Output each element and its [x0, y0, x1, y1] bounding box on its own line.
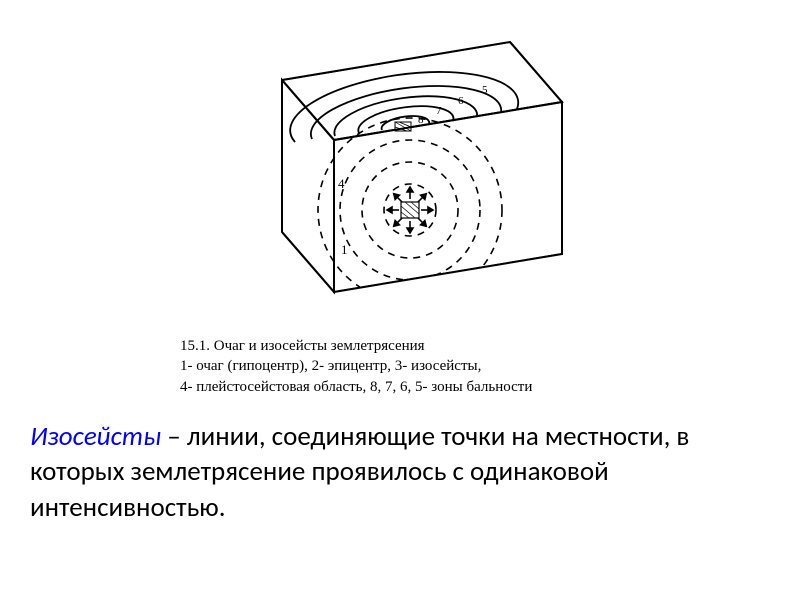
definition-term: Изосейсты [30, 420, 161, 453]
definition-text: Изосейсты – линии, соединяющие точки на … [30, 419, 770, 526]
svg-text:1: 1 [341, 242, 348, 257]
svg-text:6: 6 [458, 95, 464, 107]
caption-line-3: 4- плейстосейстовая область, 8, 7, 6, 5-… [180, 377, 640, 397]
svg-text:7: 7 [436, 105, 442, 117]
svg-text:4: 4 [338, 176, 345, 191]
caption-line-1: 15.1. Очаг и изосейсты землетрясения [180, 336, 640, 356]
caption-line-2: 1- очаг (гипоцентр), 2- эпицентр, 3- изо… [180, 356, 640, 376]
figure-caption: 15.1. Очаг и изосейсты землетрясения 1- … [180, 336, 640, 397]
earthquake-isoseist-diagram: 8 7 6 5 [220, 10, 580, 322]
svg-text:5: 5 [482, 84, 488, 96]
